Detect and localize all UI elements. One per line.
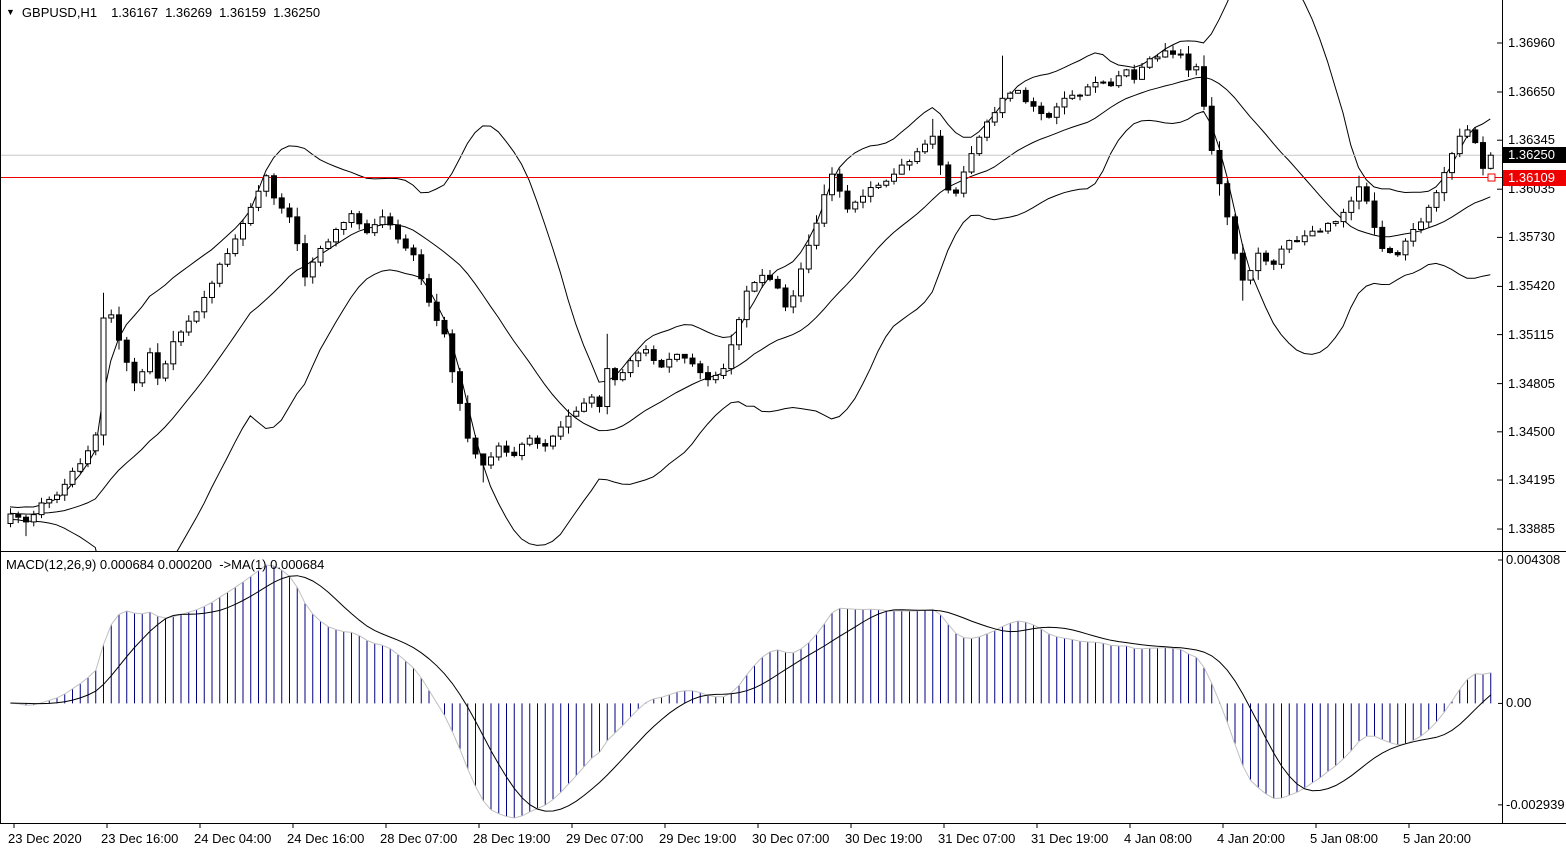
macd-lines (10, 564, 1492, 819)
horizontal-order-line[interactable] (0, 173, 1502, 182)
symbol-timeframe-label: GBPUSD,H1 (21, 5, 98, 20)
macd-tick-label: 0.00 (1506, 695, 1532, 711)
price-tick-label: 1.35420 (1508, 278, 1555, 294)
axis-ticks (13, 42, 1502, 828)
price-tick-label: 1.35730 (1508, 229, 1555, 245)
time-tick-label: 24 Dec 16:00 (287, 831, 365, 846)
price-tick-label: 1.34500 (1508, 423, 1555, 439)
current-price-badge: 1.36250 (1503, 147, 1566, 164)
price-tick-label: 1.36345 (1508, 132, 1555, 148)
price-tick-label: 1.34805 (1508, 375, 1555, 391)
quote-open: 1.36167 (111, 5, 159, 20)
pane-borders (0, 0, 1566, 824)
candles-layer (7, 42, 1494, 537)
order-line-price-badge: 1.36109 (1503, 169, 1566, 186)
time-tick-label: 31 Dec 19:00 (1031, 831, 1109, 846)
macd-histogram (10, 565, 1492, 818)
price-tick-label: 1.36650 (1508, 83, 1555, 99)
macd-tick-label: 0.004308 (1506, 552, 1561, 567)
price-tick-label: 1.34195 (1508, 472, 1555, 488)
time-tick-label: 24 Dec 04:00 (194, 831, 272, 846)
time-tick-label: 5 Jan 20:00 (1403, 831, 1471, 846)
time-tick-label: 28 Dec 19:00 (473, 831, 551, 846)
time-tick-label: 4 Jan 08:00 (1124, 831, 1192, 846)
time-tick-label: 29 Dec 19:00 (659, 831, 737, 846)
time-tick-label: 30 Dec 07:00 (752, 831, 830, 846)
time-tick-label: 31 Dec 07:00 (938, 831, 1016, 846)
macd-indicator-label: MACD(12,26,9) 0.000684 0.000200 ->MA(1) … (6, 557, 325, 572)
quote-low: 1.36159 (219, 5, 267, 20)
symbol-dropdown-icon[interactable]: ▼ (6, 6, 15, 17)
price-tick-label: 1.35115 (1508, 326, 1555, 342)
time-tick-label: 5 Jan 08:00 (1310, 831, 1378, 846)
price-tick-label: 1.36960 (1508, 34, 1555, 50)
time-tick-label: 23 Dec 16:00 (101, 831, 179, 846)
macd-tick-label: -0.002939 (1506, 796, 1565, 812)
chart-header: ▼ GBPUSD,H1 1.36167 1.36269 1.36159 1.36… (6, 5, 327, 20)
bollinger-bands (9, 0, 1491, 551)
time-tick-label: 23 Dec 2020 (8, 831, 82, 846)
time-tick-label: 30 Dec 19:00 (845, 831, 923, 846)
quote-high: 1.36269 (165, 5, 213, 20)
quote-close: 1.36250 (273, 5, 321, 20)
price-tick-label: 1.33885 (1508, 521, 1555, 537)
time-tick-label: 4 Jan 20:00 (1217, 831, 1285, 846)
time-tick-label: 28 Dec 07:00 (380, 831, 458, 846)
time-tick-label: 29 Dec 07:00 (566, 831, 644, 846)
